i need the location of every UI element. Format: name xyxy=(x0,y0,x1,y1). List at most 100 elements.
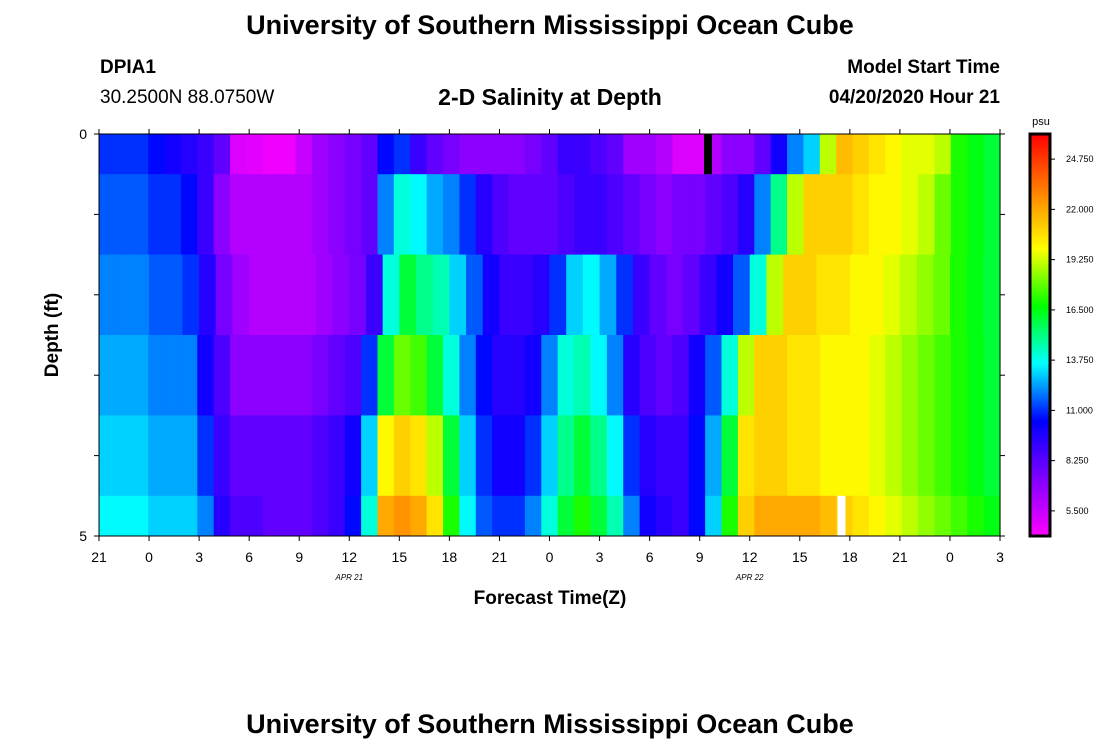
heatmap-cell xyxy=(754,495,772,537)
heatmap-cell xyxy=(866,254,884,336)
heatmap-cell xyxy=(899,254,918,336)
heatmap-cell xyxy=(983,134,1001,175)
heatmap-cell xyxy=(459,415,477,497)
heatmap-cell xyxy=(672,174,690,255)
heatmap-cell xyxy=(246,134,264,175)
heatmap-cell xyxy=(737,335,755,416)
heatmap-cell xyxy=(737,415,755,497)
heatmap-cell xyxy=(315,254,334,336)
heatmap-cell xyxy=(885,495,903,537)
heatmap-cell xyxy=(885,415,903,497)
station-coordinates: 30.2500N 88.0750W xyxy=(100,87,275,108)
heatmap-cell xyxy=(655,495,673,537)
colorbar-label: 22.000 xyxy=(1066,204,1094,214)
x-tick-label: 18 xyxy=(442,549,458,565)
plot-title: 2-D Salinity at Depth xyxy=(438,84,662,110)
heatmap-cell xyxy=(737,495,755,537)
heatmap-cell xyxy=(410,415,428,497)
heatmap-cell xyxy=(180,415,198,497)
heatmap-cell xyxy=(885,335,903,416)
heatmap-cell xyxy=(549,254,567,336)
x-tick-label: 0 xyxy=(546,549,554,565)
heatmap-cell xyxy=(213,495,231,537)
heatmap-cell xyxy=(344,415,362,497)
heatmap-cell xyxy=(426,415,444,497)
colorbar-label: 8.250 xyxy=(1066,456,1089,466)
heatmap-cell xyxy=(328,174,346,255)
heatmap-cell xyxy=(282,254,300,336)
heatmap-cell xyxy=(699,254,717,336)
heatmap-cell xyxy=(475,495,493,537)
heatmap-cell xyxy=(492,335,510,416)
heatmap-cell xyxy=(311,134,329,175)
heatmap-cell xyxy=(115,134,133,175)
heatmap-cell xyxy=(836,134,854,175)
heatmap-cell xyxy=(950,495,968,537)
x-tick-label: 15 xyxy=(792,549,808,565)
heatmap-cell xyxy=(672,495,690,537)
x-tick-label: 15 xyxy=(392,549,408,565)
x-tick-label: 3 xyxy=(195,549,203,565)
heatmap-cell xyxy=(557,415,575,497)
colorbar: psu xyxy=(1028,116,1052,538)
heatmap-cell xyxy=(295,415,313,497)
heatmap-cell xyxy=(852,134,870,175)
salinity-chart: 21 0 3 6 9 12 15 18 21 0 3 6 9 12 15 18 21 0 3 APR 21 APR 22… xyxy=(42,116,1094,609)
heatmap-cell xyxy=(688,415,706,497)
heatmap-cell xyxy=(582,254,601,336)
x-axis: 21 0 3 6 9 12 15 18 21 0 3 6 9 12 15 18 21 0 3 APR 21 APR 22 xyxy=(91,129,1004,582)
x-date-label: APR 21 xyxy=(334,573,363,582)
heatmap-cell xyxy=(393,174,411,255)
heatmap-cell xyxy=(230,134,248,175)
heatmap-cell xyxy=(516,254,534,336)
heatmap-cell xyxy=(492,134,510,175)
heatmap-cell xyxy=(99,134,116,175)
heatmap-cell xyxy=(803,335,821,416)
heatmap-cell xyxy=(279,495,297,537)
heatmap-cell xyxy=(557,495,575,537)
heatmap-cell xyxy=(623,495,641,537)
heatmap-cell xyxy=(983,174,1001,255)
heatmap-cell xyxy=(377,174,395,255)
heatmap-cell xyxy=(868,134,886,175)
heatmap-cell xyxy=(99,174,116,255)
heatmap-cell xyxy=(883,254,901,336)
heatmap-cell xyxy=(737,134,755,175)
heatmap-cell xyxy=(967,495,985,537)
heatmap-cell xyxy=(115,415,133,497)
heatmap-cell xyxy=(524,174,542,255)
heatmap-cell xyxy=(148,495,166,537)
heatmap-cell xyxy=(443,415,460,497)
heatmap-cell xyxy=(262,174,280,255)
heatmap-cell xyxy=(361,415,379,497)
x-tick-label: 6 xyxy=(245,549,253,565)
heatmap-cell xyxy=(688,174,706,255)
heatmap-cell xyxy=(819,335,837,416)
heatmap-cell xyxy=(410,134,428,175)
colorbar-label: 5.500 xyxy=(1066,506,1089,516)
heatmap-cell xyxy=(803,134,821,175)
heatmap-cell xyxy=(574,174,592,255)
heatmap-cell xyxy=(524,495,542,537)
heatmap-cell xyxy=(361,335,379,416)
heatmap-cell xyxy=(199,254,217,336)
heatmap-cell xyxy=(599,254,617,336)
heatmap-cell xyxy=(295,335,313,416)
heatmap-cell xyxy=(328,335,346,416)
heatmap-cell xyxy=(819,415,837,497)
heatmap-cell xyxy=(770,335,788,416)
heatmap-cell xyxy=(499,254,517,336)
heatmap-cell xyxy=(819,174,837,255)
heatmap-cell xyxy=(934,495,952,537)
x-date-label: APR 22 xyxy=(735,573,764,582)
heatmap-cell xyxy=(819,134,837,175)
heatmap-cell xyxy=(165,254,184,336)
y-tick-label: 0 xyxy=(79,126,87,142)
heatmap-cell xyxy=(164,174,182,255)
heatmap-cell xyxy=(672,134,690,175)
heatmap-cell xyxy=(737,174,755,255)
heatmap-cell xyxy=(443,134,460,175)
model-start-label: Model Start Time xyxy=(847,57,1000,78)
heatmap-cell xyxy=(432,254,450,336)
heatmap-cell xyxy=(606,134,624,175)
